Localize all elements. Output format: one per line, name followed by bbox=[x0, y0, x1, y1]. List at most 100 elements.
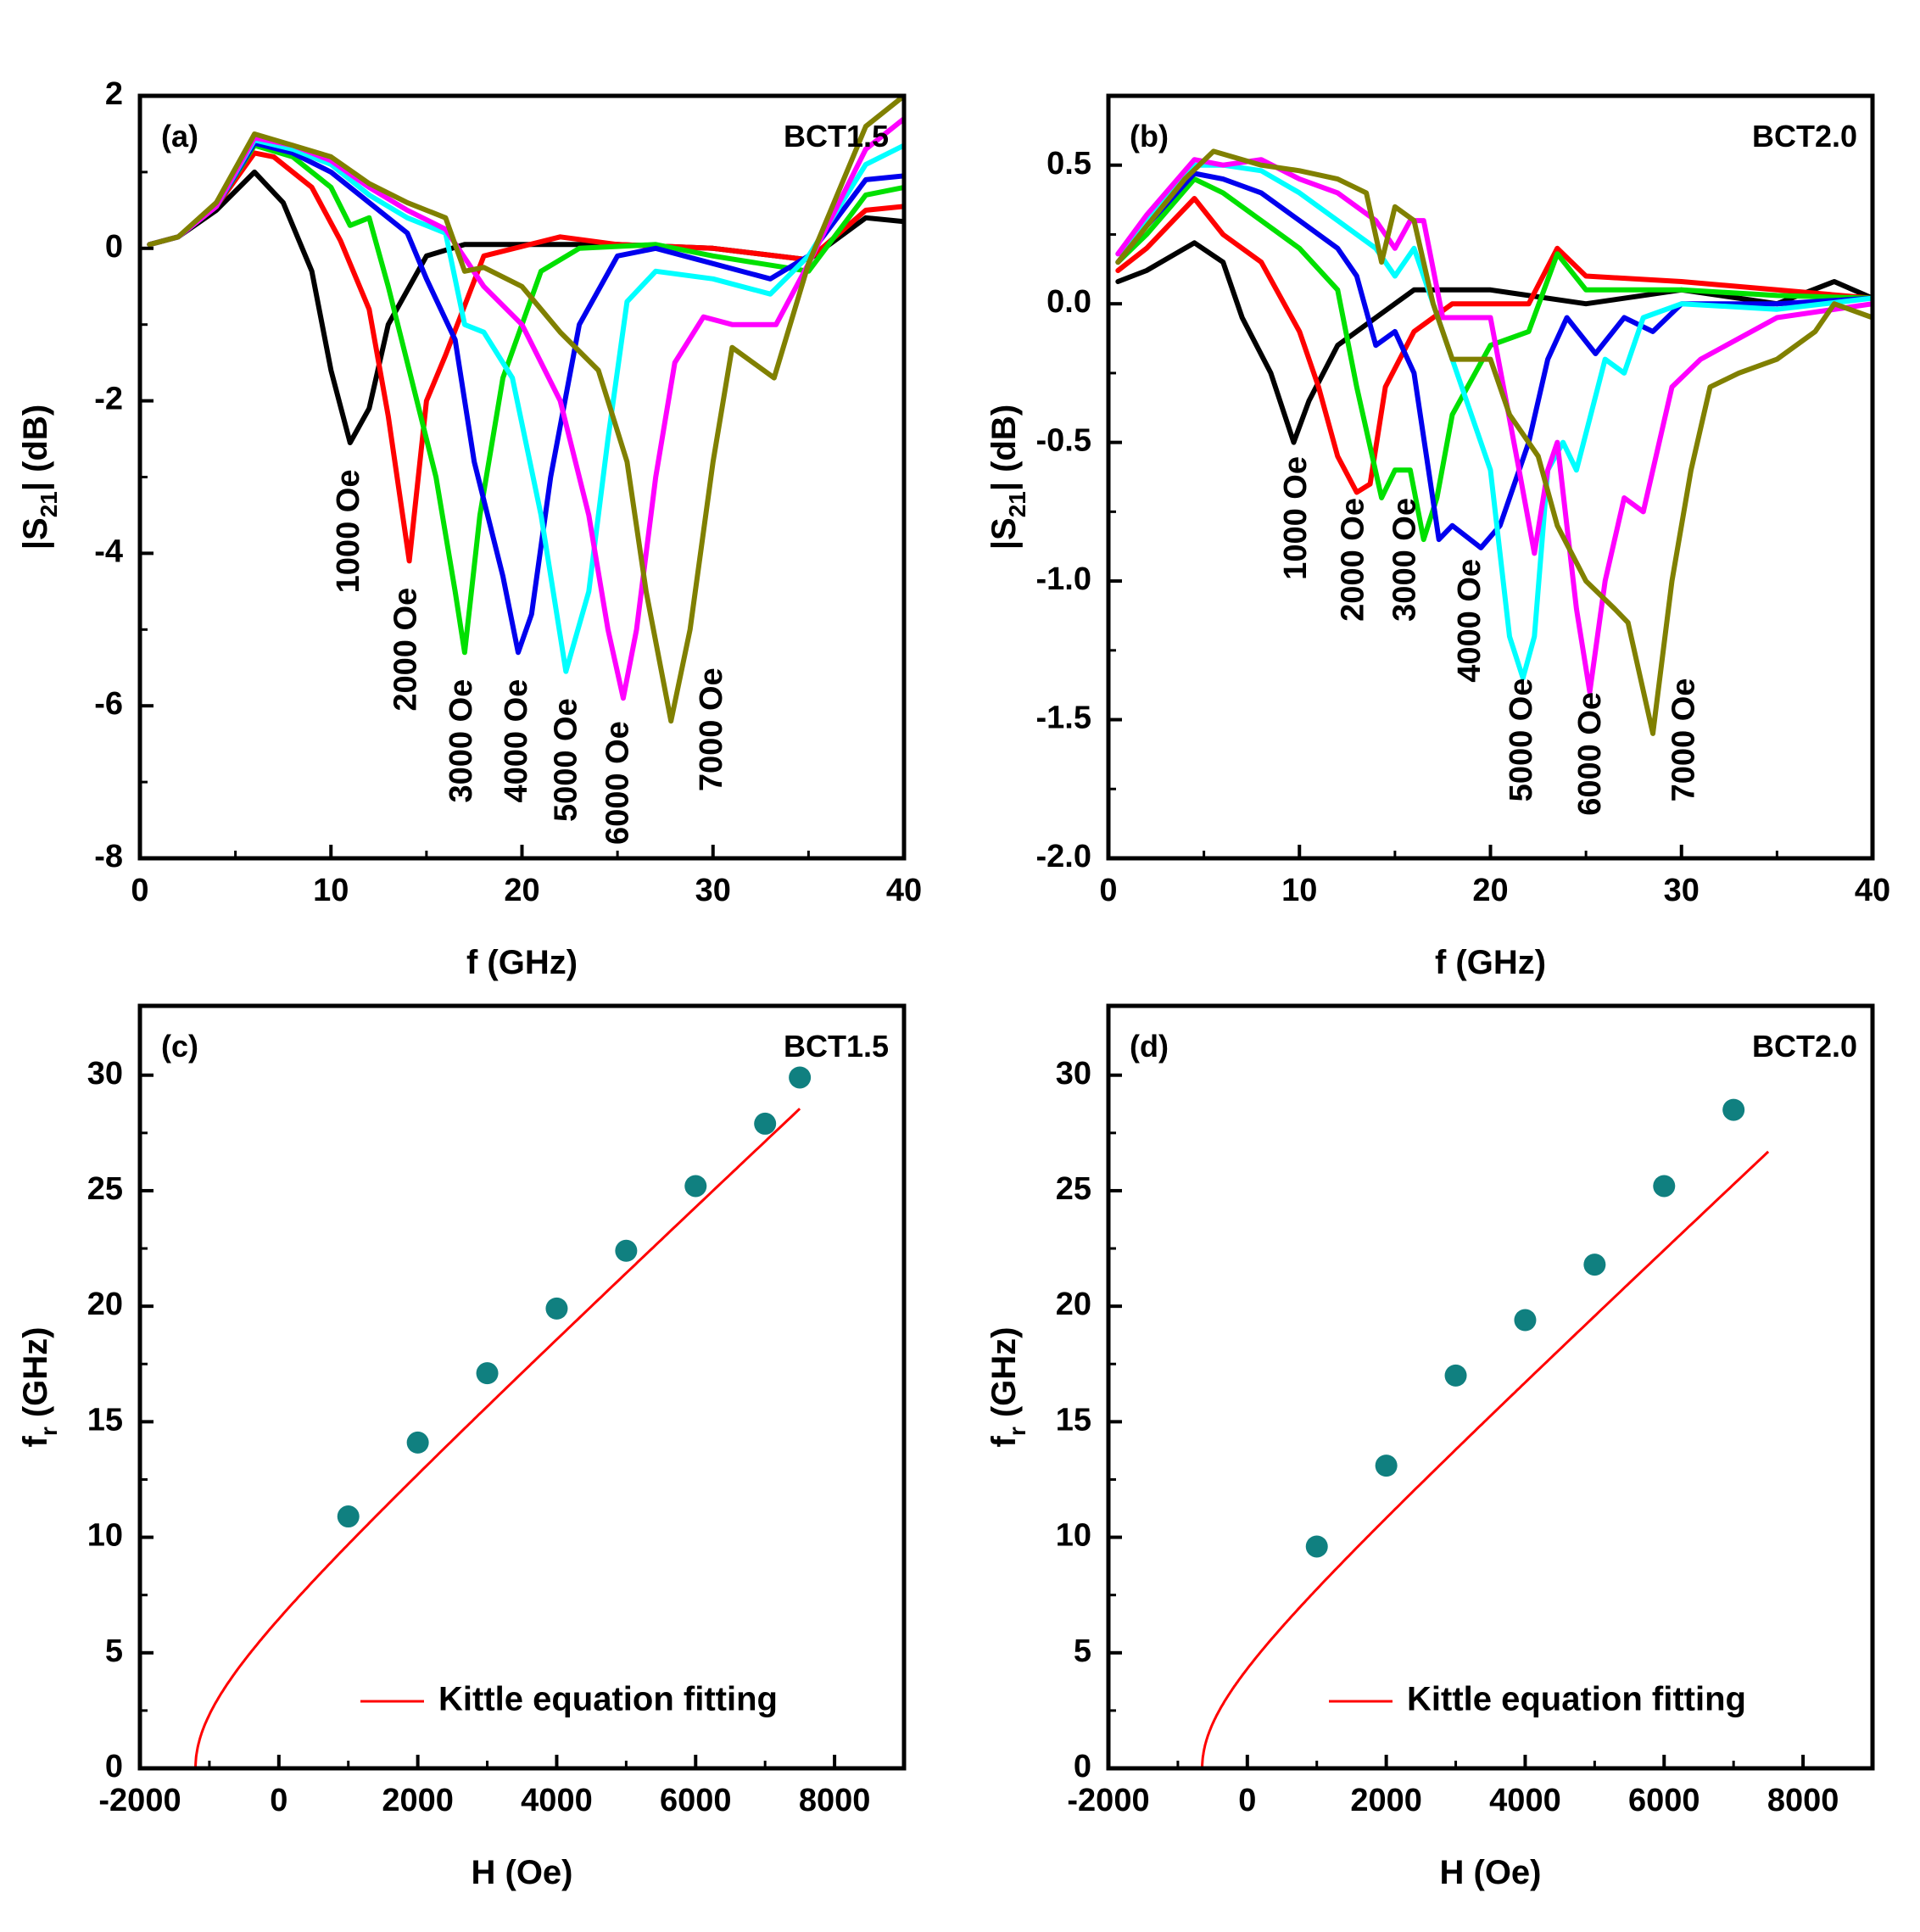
y-tick-label: -8 bbox=[94, 839, 123, 874]
y-axis-title: fr (GHz) bbox=[985, 1327, 1030, 1448]
y-axis-title-sub: r bbox=[36, 1427, 62, 1436]
y-axis-title-main: f bbox=[17, 1436, 54, 1448]
x-tick-label: 30 bbox=[695, 873, 731, 908]
legend-fit-label: Kittle equation fitting bbox=[1407, 1681, 1746, 1718]
data-point bbox=[337, 1505, 360, 1528]
y-tick-label: -2.0 bbox=[1036, 839, 1091, 874]
series-line-3000-oe bbox=[1115, 176, 1873, 543]
y-tick-label: -2 bbox=[94, 382, 123, 417]
plot-area-b bbox=[1115, 148, 1873, 736]
y-tick-label: 25 bbox=[87, 1171, 123, 1207]
curve-label: 6000 Oe bbox=[600, 721, 635, 845]
y-tick-label: 30 bbox=[87, 1056, 123, 1092]
y-tick-label: -1.5 bbox=[1036, 701, 1091, 736]
x-tick-label: 2000 bbox=[382, 1783, 454, 1818]
x-axis-title: H (Oe) bbox=[472, 1854, 573, 1891]
kittel-fit-line bbox=[194, 1108, 801, 1768]
x-tick-label: 20 bbox=[504, 873, 539, 908]
x-axis-title: f (GHz) bbox=[466, 944, 578, 981]
x-tick-label: 4000 bbox=[521, 1783, 593, 1818]
y-axis-title: |S21| (dB) bbox=[985, 405, 1030, 550]
sample-name: BCT2.0 bbox=[1752, 119, 1857, 154]
x-tick-label: -2000 bbox=[1067, 1783, 1149, 1818]
x-tick-label: 0 bbox=[131, 873, 148, 908]
curve-label: 7000 Oe bbox=[694, 667, 729, 791]
series-line-1000-oe bbox=[1115, 240, 1873, 445]
plot-area-d bbox=[1201, 1098, 1770, 1768]
data-point bbox=[1375, 1455, 1398, 1477]
series-line-5000-oe bbox=[1115, 162, 1873, 681]
y-tick-label: 10 bbox=[1056, 1518, 1091, 1554]
data-point bbox=[545, 1297, 568, 1320]
x-tick-label: 2000 bbox=[1350, 1783, 1422, 1818]
plot-frame bbox=[1106, 1003, 1875, 1771]
data-point bbox=[1444, 1364, 1467, 1387]
curve-label: 4000 Oe bbox=[1452, 559, 1487, 683]
y-axis-title: |S21| (dB) bbox=[17, 405, 62, 550]
data-point bbox=[1653, 1175, 1676, 1198]
curve-label: 7000 Oe bbox=[1666, 678, 1701, 802]
data-point bbox=[754, 1112, 777, 1135]
x-tick-label: 20 bbox=[1472, 873, 1508, 908]
y-tick-label: 20 bbox=[1056, 1287, 1091, 1322]
curve-label: 2000 Oe bbox=[388, 588, 423, 712]
x-tick-label: 0 bbox=[1238, 1783, 1256, 1818]
y-tick-label: 30 bbox=[1056, 1056, 1091, 1092]
y-axis-title-main: f bbox=[985, 1436, 1023, 1448]
panel-c: Kittle equation fitting-2000 0 2000 4000 600… bbox=[17, 1003, 907, 1891]
y-axis-title-main: |S bbox=[985, 517, 1023, 550]
y-axis-title-end: (GHz) bbox=[985, 1327, 1023, 1427]
y-axis-title: fr (GHz) bbox=[17, 1327, 62, 1448]
x-tick-label: 0 bbox=[270, 1783, 287, 1818]
y-tick-label: 20 bbox=[87, 1287, 123, 1322]
sample-name: BCT1.5 bbox=[784, 1029, 889, 1064]
x-tick-label: 10 bbox=[1281, 873, 1317, 908]
y-tick-label: 0 bbox=[105, 1749, 123, 1784]
curve-label: 1000 Oe bbox=[1278, 456, 1314, 580]
y-tick-label: 10 bbox=[87, 1518, 123, 1554]
panel-label: (b) bbox=[1130, 119, 1169, 154]
series-line-4000-oe bbox=[1115, 170, 1873, 550]
y-tick-label: 0 bbox=[105, 229, 123, 265]
y-tick-label: 5 bbox=[105, 1633, 123, 1669]
data-point bbox=[476, 1362, 499, 1385]
plot-frame bbox=[137, 1003, 907, 1771]
y-tick-label: 0.0 bbox=[1047, 284, 1091, 320]
y-tick-label: 5 bbox=[1074, 1633, 1091, 1669]
x-tick-label: 8000 bbox=[799, 1783, 871, 1818]
data-point bbox=[1514, 1309, 1537, 1332]
plot-area-a bbox=[147, 96, 904, 724]
series-line-2000-oe bbox=[147, 150, 904, 564]
y-axis-title-sub: 21 bbox=[36, 491, 62, 517]
x-tick-label: 4000 bbox=[1489, 1783, 1561, 1818]
y-tick-label: 0.5 bbox=[1047, 146, 1091, 181]
y-tick-label: 0 bbox=[1074, 1749, 1091, 1784]
data-point bbox=[789, 1066, 812, 1089]
sample-name: BCT2.0 bbox=[1752, 1029, 1857, 1064]
curve-label: 5000 Oe bbox=[549, 698, 584, 822]
panel-label: (d) bbox=[1130, 1029, 1169, 1064]
y-tick-label: -4 bbox=[94, 533, 123, 569]
panel-label: (a) bbox=[161, 119, 198, 154]
panel-a: 1000 Oe 2000 Oe 3000 Oe 4000 Oe 5000 Oe 6000 … bbox=[17, 76, 922, 981]
x-tick-label: 8000 bbox=[1767, 1783, 1839, 1818]
series-line-6000-oe bbox=[147, 116, 904, 701]
x-tick-label: 40 bbox=[1855, 873, 1890, 908]
curve-label: 2000 Oe bbox=[1336, 498, 1371, 622]
y-axis-title-main: |S bbox=[17, 517, 54, 550]
y-tick-label: 2 bbox=[105, 76, 123, 112]
kittel-fit-line bbox=[1201, 1150, 1770, 1768]
data-point bbox=[1583, 1254, 1606, 1276]
x-tick-label: 30 bbox=[1664, 873, 1700, 908]
y-axis-title-sub: r bbox=[1004, 1427, 1030, 1436]
curve-label: 3000 Oe bbox=[1387, 498, 1422, 622]
y-axis-title-end: | (dB) bbox=[17, 405, 54, 491]
curve-label: 3000 Oe bbox=[444, 679, 479, 803]
y-tick-label: -6 bbox=[94, 686, 123, 722]
data-point bbox=[1722, 1098, 1745, 1121]
curve-label: 5000 Oe bbox=[1504, 678, 1539, 802]
panel-b: 1000 Oe 2000 Oe 3000 Oe 4000 Oe 5000 Oe 6000 … bbox=[985, 93, 1890, 981]
panel-d: Kittle equation fitting-2000 0 2000 4000 600… bbox=[985, 1003, 1875, 1891]
plot-area-c bbox=[194, 1066, 812, 1768]
